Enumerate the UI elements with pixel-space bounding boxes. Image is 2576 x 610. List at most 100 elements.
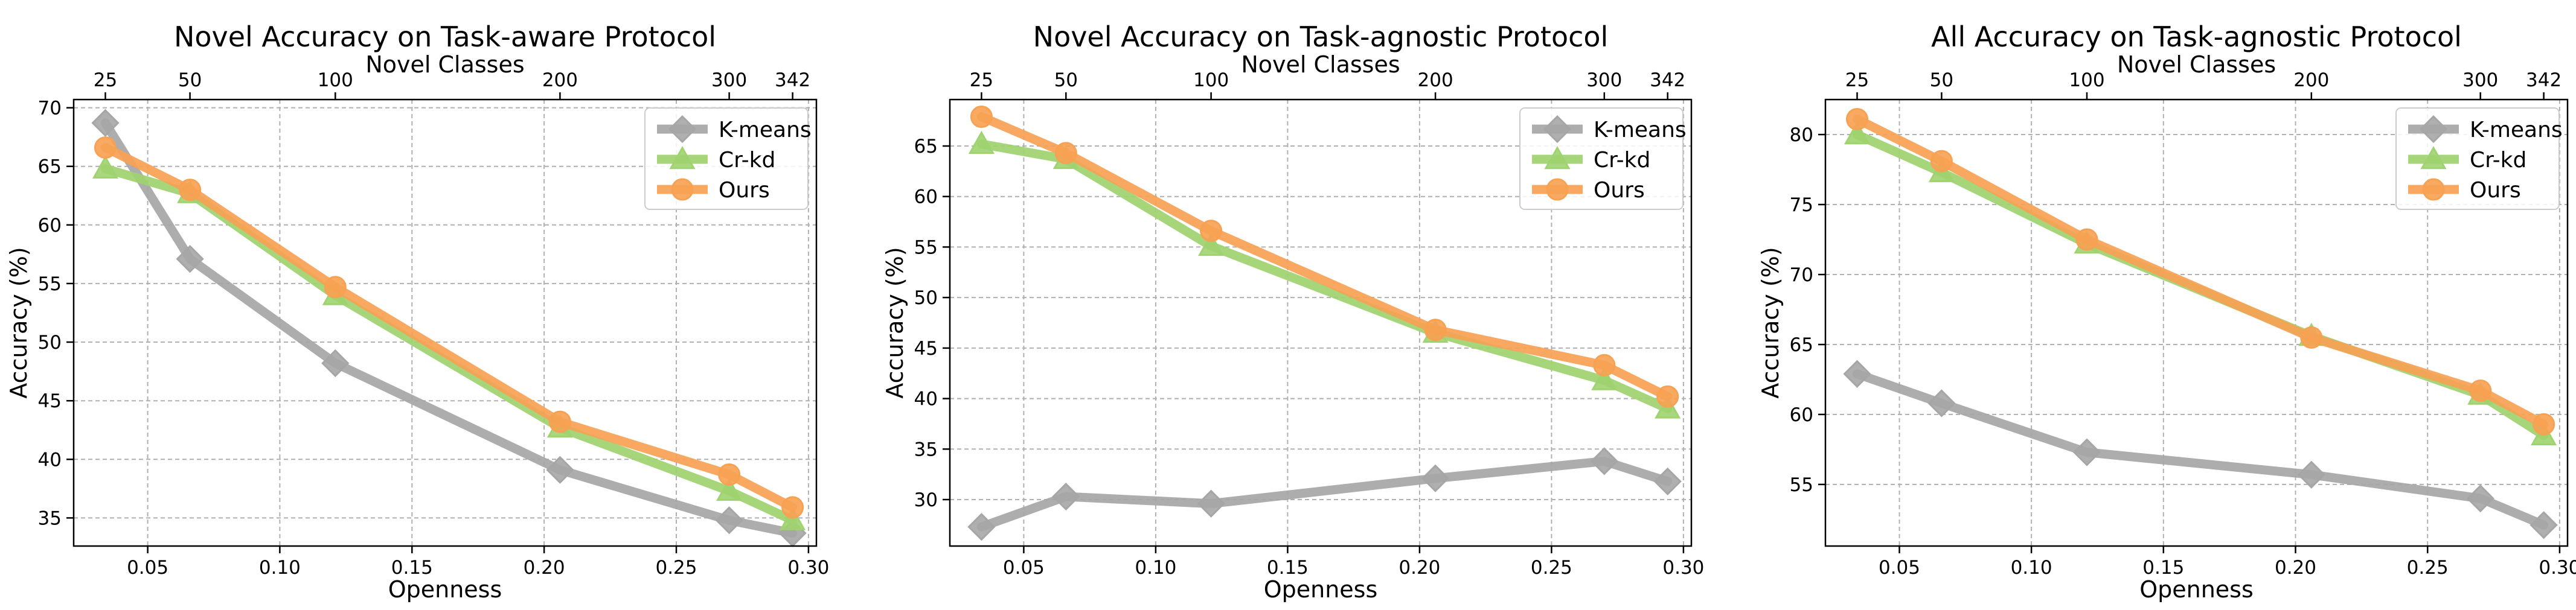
chart-title: Novel Accuracy on Task-agnostic Protocol: [1033, 21, 1609, 53]
top-x-tick-label: 342: [2526, 69, 2562, 91]
x-tick-label: 0.25: [1531, 557, 1572, 579]
top-x-tick-label: 300: [1586, 69, 1622, 91]
y-axis-label: Accuracy (%): [882, 247, 908, 398]
x-tick-label: 0.20: [1399, 557, 1440, 579]
legend: K-means Cr-kd Ours: [2395, 107, 2563, 210]
series-line-cr-kd: [101, 164, 798, 525]
data-point-cr-kd: [1198, 232, 1225, 256]
data-point-ours: [2533, 413, 2555, 436]
data-point-ours: [1930, 150, 1953, 173]
x-tick-label: 0.30: [2539, 557, 2576, 579]
data-point-ours: [970, 106, 993, 128]
series-line-k-means: [1853, 369, 2549, 530]
data-point-ours: [2300, 326, 2323, 349]
legend-marker-cr-kd: [2420, 145, 2447, 170]
x-tick-label: 0.05: [127, 557, 168, 579]
x-axis-label: Openness: [2139, 576, 2254, 603]
data-point-k-means: [967, 513, 996, 541]
y-tick-label: 55: [38, 273, 62, 295]
y-axis-label: Accuracy (%): [5, 247, 32, 398]
data-point-cr-kd: [716, 477, 743, 501]
legend-label-k-means: K-means: [1594, 118, 1687, 142]
series-line-ours: [976, 112, 1673, 401]
data-point-ours: [2469, 380, 2492, 402]
chart-panel-1: 0.05 0.10 0.15 0.20 0.25 0.30 25 50 100 200 300 342…: [5, 21, 829, 603]
top-x-tick-label: 100: [1193, 69, 1229, 91]
data-point-k-means: [321, 349, 350, 378]
data-point-cr-kd: [1844, 121, 1871, 145]
legend-label-cr-kd: Cr-kd: [2470, 148, 2526, 173]
data-point-ours: [2075, 228, 2098, 251]
y-tick-label: 50: [914, 287, 938, 309]
legend-marker-k-means: [668, 115, 697, 144]
data-point-cr-kd: [1591, 367, 1618, 390]
x-tick-label: 0.30: [1662, 557, 1704, 579]
data-point-k-means: [2530, 511, 2558, 539]
y-tick-label: 45: [38, 390, 62, 412]
top-x-tick-label: 25: [94, 69, 117, 91]
x-tick-label: 0.20: [2275, 557, 2316, 579]
y-tick-label: 45: [914, 338, 938, 360]
y-tick-label: 75: [1790, 194, 1813, 216]
top-x-tick-label: 200: [2293, 69, 2329, 91]
x-tick-label: 0.30: [787, 557, 829, 579]
chart-title: All Accuracy on Task-agnostic Protocol: [1931, 21, 2462, 53]
top-x-tick-label: 25: [1845, 69, 1869, 91]
top-x-tick-label: 25: [970, 69, 993, 91]
legend-marker-ours: [2422, 178, 2445, 201]
data-point-ours: [718, 463, 741, 486]
top-x-tick-label: 100: [2069, 69, 2104, 91]
top-x-tick-label: 342: [1650, 69, 1685, 91]
top-x-tick-label: 100: [318, 69, 353, 91]
x-tick-label: 0.20: [524, 557, 565, 579]
plot-frame: [1824, 98, 2569, 547]
top-x-tick-label: 50: [178, 69, 202, 91]
data-point-k-means: [1197, 489, 1225, 518]
y-tick-label: 60: [1790, 404, 1813, 426]
data-point-k-means: [2072, 438, 2101, 466]
y-tick-label: 35: [914, 439, 938, 460]
data-point-k-means: [715, 506, 743, 535]
x-tick-label: 0.25: [655, 557, 697, 579]
data-point-cr-kd: [780, 507, 806, 530]
legend: K-means Cr-kd Ours: [644, 107, 812, 210]
y-tick-label: 55: [1790, 474, 1813, 496]
data-point-ours: [1656, 385, 1679, 408]
data-point-k-means: [91, 109, 120, 137]
x-axis-label: Openness: [388, 576, 502, 603]
y-axis-label: Accuracy (%): [1757, 247, 1784, 398]
y-tick-label: 55: [914, 237, 938, 258]
plot-frame: [72, 98, 818, 547]
data-point-k-means: [176, 244, 204, 273]
legend-label-k-means: K-means: [2470, 118, 2563, 142]
x-tick-label: 0.10: [259, 557, 301, 579]
data-point-k-means: [546, 456, 574, 484]
data-point-k-means: [2466, 484, 2494, 513]
y-tick-label: 70: [38, 98, 62, 119]
top-x-axis-label: Novel Classes: [2117, 51, 2276, 78]
y-tick-label: 35: [38, 507, 62, 529]
data-point-ours: [1593, 354, 1616, 376]
data-point-ours: [548, 410, 571, 433]
legend-label-ours: Ours: [719, 178, 770, 203]
data-point-ours: [94, 136, 117, 159]
top-x-tick-label: 300: [711, 69, 747, 91]
y-tick-label: 65: [38, 156, 62, 178]
y-tick-label: 65: [914, 136, 938, 157]
legend-label-ours: Ours: [1594, 178, 1645, 203]
data-point-k-means: [1653, 467, 1682, 496]
series-line-k-means: [976, 456, 1673, 532]
chart-panel-3: 0.05 0.10 0.15 0.20 0.25 0.30 25 50 100 200 300 342…: [1757, 21, 2576, 603]
x-tick-label: 0.05: [1879, 557, 1920, 579]
data-point-k-means: [1843, 360, 1871, 388]
top-x-tick-label: 200: [1418, 69, 1453, 91]
y-tick-label: 40: [914, 389, 938, 410]
top-x-axis-label: Novel Classes: [365, 51, 524, 78]
x-tick-label: 0.25: [2407, 557, 2449, 579]
legend-label-k-means: K-means: [719, 118, 812, 142]
x-tick-label: 0.10: [1135, 557, 1176, 579]
data-point-k-means: [1421, 464, 1450, 492]
x-tick-label: 0.15: [2142, 557, 2184, 579]
y-tick-label: 70: [1790, 264, 1813, 286]
